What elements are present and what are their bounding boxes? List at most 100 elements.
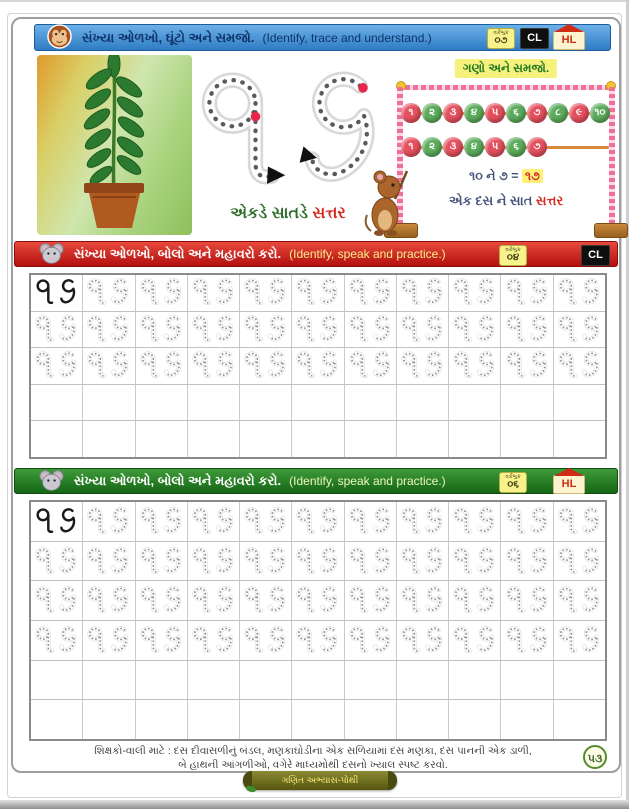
practice-cell[interactable] [186,502,239,541]
practice-cell[interactable] [239,581,291,621]
practice-cell[interactable] [31,385,82,421]
practice-cell[interactable] [395,621,448,660]
practice-cell[interactable] [395,700,448,740]
practice-cell[interactable] [343,311,396,348]
practice-cell[interactable] [31,502,82,541]
practice-cell[interactable] [291,541,343,581]
practice-cell[interactable] [448,541,500,581]
practice-cell[interactable] [552,348,605,384]
practice-cell[interactable] [186,541,239,581]
practice-cell[interactable] [448,275,500,311]
practice-cell[interactable] [395,348,448,384]
practice-cell[interactable] [448,660,500,700]
practice-cell[interactable] [186,700,239,740]
practice-cell[interactable] [448,348,500,384]
practice-cell[interactable] [239,502,291,541]
practice-cell[interactable] [343,621,396,660]
practice-cell[interactable] [291,421,343,457]
practice-cell[interactable] [500,541,552,581]
practice-cell[interactable] [31,348,82,384]
practice-cell[interactable] [343,275,396,311]
practice-cell[interactable] [552,421,605,457]
practice-cell[interactable] [31,621,82,660]
practice-cell[interactable] [291,311,343,348]
practice-cell[interactable] [82,541,134,581]
practice-cell[interactable] [395,275,448,311]
practice-cell[interactable] [186,311,239,348]
practice-cell[interactable] [186,275,239,311]
practice-cell[interactable] [552,660,605,700]
practice-cell[interactable] [239,311,291,348]
practice-cell[interactable] [500,275,552,311]
practice-cell[interactable] [500,700,552,740]
practice-cell[interactable] [291,700,343,740]
practice-cell[interactable] [134,502,187,541]
practice-cell[interactable] [291,660,343,700]
practice-cell[interactable] [239,621,291,660]
practice-cell[interactable] [343,700,396,740]
practice-cell[interactable] [31,275,82,311]
practice-cell[interactable] [448,621,500,660]
practice-cell[interactable] [500,348,552,384]
practice-cell[interactable] [82,621,134,660]
practice-cell[interactable] [291,581,343,621]
practice-cell[interactable] [239,541,291,581]
practice-cell[interactable] [82,421,134,457]
practice-cell[interactable] [500,581,552,621]
practice-cell[interactable] [31,661,82,700]
practice-cell[interactable] [552,581,605,621]
practice-cell[interactable] [31,700,82,739]
practice-cell[interactable] [239,421,291,457]
practice-cell[interactable] [500,384,552,421]
practice-cell[interactable] [500,621,552,660]
practice-cell[interactable] [500,311,552,348]
practice-cell[interactable] [186,660,239,700]
practice-cell[interactable] [186,421,239,457]
practice-cell[interactable] [186,348,239,384]
practice-cell[interactable] [134,660,187,700]
practice-cell[interactable] [395,541,448,581]
practice-cell[interactable] [82,581,134,621]
practice-cell[interactable] [239,384,291,421]
practice-cell[interactable] [395,311,448,348]
practice-cell[interactable] [134,621,187,660]
practice-cell[interactable] [395,660,448,700]
practice-cell[interactable] [343,384,396,421]
practice-cell[interactable] [500,660,552,700]
practice-cell[interactable] [239,700,291,740]
practice-cell[interactable] [343,581,396,621]
practice-cell[interactable] [291,275,343,311]
practice-cell[interactable] [343,348,396,384]
practice-cell[interactable] [239,660,291,700]
practice-cell[interactable] [82,502,134,541]
practice-cell[interactable] [134,275,187,311]
practice-cell[interactable] [552,384,605,421]
practice-cell[interactable] [448,700,500,740]
practice-cell[interactable] [82,275,134,311]
practice-cell[interactable] [134,311,187,348]
practice-cell[interactable] [500,502,552,541]
practice-cell[interactable] [291,348,343,384]
practice-cell[interactable] [134,384,187,421]
practice-cell[interactable] [395,502,448,541]
practice-cell[interactable] [448,421,500,457]
practice-cell[interactable] [552,502,605,541]
practice-cell[interactable] [500,421,552,457]
practice-cell[interactable] [82,700,134,740]
practice-cell[interactable] [186,384,239,421]
practice-cell[interactable] [552,275,605,311]
practice-cell[interactable] [395,421,448,457]
practice-cell[interactable] [552,700,605,740]
practice-cell[interactable] [31,312,82,348]
practice-cell[interactable] [552,621,605,660]
practice-cell[interactable] [552,541,605,581]
practice-cell[interactable] [82,384,134,421]
practice-cell[interactable] [395,581,448,621]
practice-cell[interactable] [291,384,343,421]
practice-cell[interactable] [343,421,396,457]
practice-cell[interactable] [239,275,291,311]
practice-cell[interactable] [134,581,187,621]
practice-cell[interactable] [82,348,134,384]
practice-cell[interactable] [395,384,448,421]
practice-cell[interactable] [186,581,239,621]
